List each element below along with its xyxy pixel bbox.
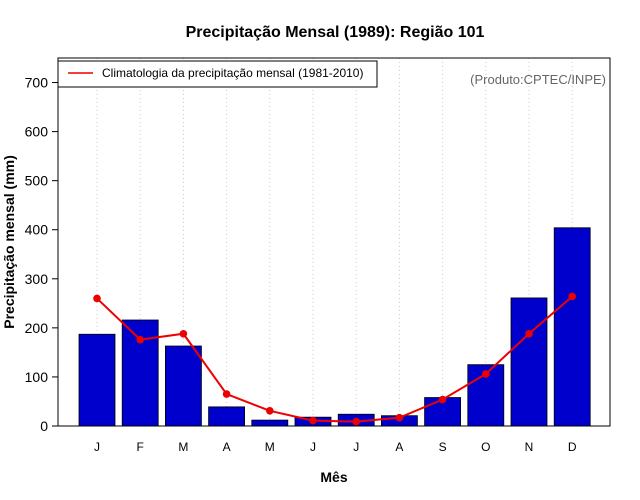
- y-tick-label: 500: [25, 173, 49, 189]
- x-tick-label: A: [223, 440, 231, 454]
- y-axis: 0 100 200 300 400 500 600 700: [25, 75, 59, 434]
- climatology-point-10: [482, 370, 490, 378]
- climatology-series: [93, 292, 576, 426]
- climatology-point-4: [222, 390, 231, 398]
- x-axis-label: Mês: [320, 469, 347, 485]
- legend: Climatologia da precipitação mensal (198…: [57, 60, 378, 88]
- x-tick-label: J: [353, 440, 359, 454]
- bar-5: [251, 419, 289, 427]
- climatology-point-3: [179, 329, 188, 338]
- climatology-point-5: [266, 406, 274, 415]
- climatology-point-12: [568, 292, 576, 301]
- climatology-point-9: [438, 395, 447, 404]
- x-tick-label: J: [94, 440, 100, 454]
- y-tick-label: 0: [40, 418, 48, 434]
- y-tick-label: 400: [25, 222, 49, 238]
- legend-box: [57, 60, 378, 88]
- legend-label: Climatologia da precipitação mensal (198…: [102, 66, 363, 80]
- climatology-point-7: [352, 417, 361, 426]
- x-tick-label: J: [310, 440, 316, 454]
- y-tick-label: 600: [25, 124, 49, 140]
- y-tick-label: 700: [25, 75, 49, 91]
- x-tick-label: M: [265, 440, 275, 454]
- climatology-point-6: [309, 416, 317, 425]
- climatology-line: [96, 295, 573, 423]
- plot-frame: [57, 57, 611, 427]
- x-tick-label: O: [481, 440, 490, 454]
- x-tick-label: M: [178, 440, 188, 454]
- y-tick-label: 300: [25, 271, 49, 287]
- credit-text: (Produto:CPTEC/INPE): [470, 72, 606, 87]
- climatology-point-2: [136, 335, 144, 344]
- y-axis-label: Precipitação mensal (mm): [1, 155, 17, 329]
- bar-12: [553, 227, 591, 427]
- y-tick-label: 100: [25, 369, 49, 385]
- x-tick-label: A: [395, 440, 403, 454]
- climatology-point-11: [525, 329, 533, 338]
- bar-series: [78, 227, 591, 427]
- x-tick-label: F: [137, 440, 144, 454]
- y-tick-label: 200: [25, 320, 49, 336]
- climatology-point-8: [395, 413, 404, 422]
- x-tick-label: N: [525, 440, 534, 454]
- climatology-point-1: [93, 294, 101, 303]
- bar-1: [78, 333, 116, 427]
- x-tick-label: D: [568, 440, 577, 454]
- x-tick-label: S: [439, 440, 447, 454]
- bar-3: [164, 345, 202, 427]
- bar-11: [510, 297, 548, 427]
- chart-title: Precipitação Mensal (1989): Região 101: [186, 24, 485, 41]
- bar-4: [208, 406, 246, 427]
